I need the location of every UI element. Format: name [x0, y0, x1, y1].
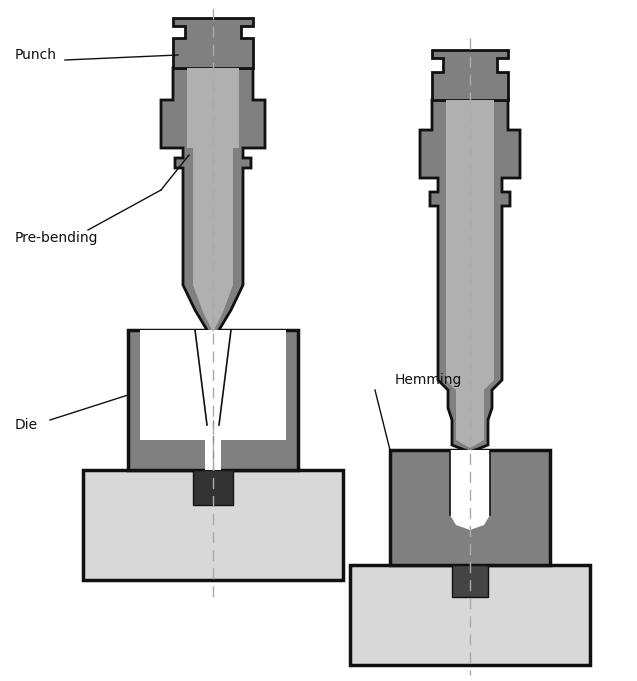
Polygon shape [83, 470, 343, 580]
Polygon shape [420, 100, 520, 452]
Polygon shape [432, 50, 508, 100]
Polygon shape [213, 330, 286, 440]
Text: Punch: Punch [15, 48, 57, 62]
Polygon shape [187, 68, 239, 332]
Polygon shape [140, 330, 213, 440]
Polygon shape [390, 450, 550, 565]
Polygon shape [173, 18, 253, 68]
Polygon shape [128, 330, 298, 470]
Polygon shape [446, 100, 494, 448]
Polygon shape [161, 68, 265, 340]
Polygon shape [452, 565, 488, 597]
Text: Pre-bending: Pre-bending [15, 231, 99, 245]
Polygon shape [205, 420, 221, 470]
Polygon shape [350, 565, 590, 665]
Text: Hemming: Hemming [395, 373, 462, 387]
Text: Die: Die [15, 418, 38, 432]
Polygon shape [195, 330, 231, 420]
Polygon shape [193, 470, 233, 505]
Polygon shape [450, 450, 490, 530]
